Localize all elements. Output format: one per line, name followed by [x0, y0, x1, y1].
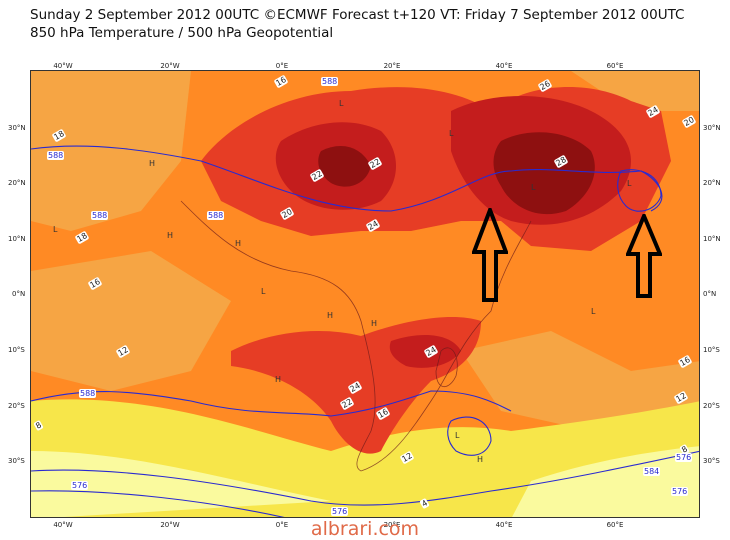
- geopotential-contour-label: 588: [47, 151, 65, 160]
- lon-label-top-20w: 20°W: [160, 62, 180, 70]
- lat-label-left-20n: 20°N: [8, 179, 26, 187]
- africa-west-coast: [180, 200, 376, 472]
- lat-label-left-10s: 10°S: [8, 346, 25, 354]
- up-arrow-right-icon: [626, 214, 662, 298]
- geopotential-contour-label: 576: [671, 487, 689, 496]
- lat-label-left-30n: 30°N: [8, 124, 26, 132]
- lat-label-left-30s: 30°S: [8, 457, 25, 465]
- geopotential-contour-label: 576: [71, 481, 89, 490]
- geopotential-contours: [31, 145, 699, 517]
- lon-label-bottom-60e: 60°E: [606, 521, 624, 529]
- pressure-marker: L: [591, 307, 596, 316]
- pressure-marker: H: [327, 311, 334, 320]
- lon-label-bottom-40w: 40°W: [53, 521, 73, 529]
- lon-label-bottom-20w: 20°W: [160, 521, 180, 529]
- lat-label-left-0n: 0°N: [12, 290, 26, 298]
- contour-570: [31, 490, 285, 517]
- geopotential-contour-label: 588: [321, 77, 339, 86]
- contour-588-south: [31, 390, 512, 417]
- southern-pale-band: [31, 451, 331, 517]
- pressure-marker: H: [235, 239, 242, 248]
- lon-label-top-40e: 40°E: [495, 62, 513, 70]
- north-east-cool-area: [571, 71, 699, 111]
- sahara-extreme-core: [318, 146, 371, 187]
- lat-label-left-20s: 20°S: [8, 402, 25, 410]
- lat-label-right-30n: 30°N: [703, 124, 721, 132]
- pressure-marker: L: [449, 129, 454, 138]
- lon-label-bottom-20e: 20°E: [383, 521, 401, 529]
- pressure-marker: H: [371, 319, 378, 328]
- up-arrow-left-icon: [472, 208, 508, 302]
- pressure-marker: L: [531, 183, 536, 192]
- pressure-marker: L: [339, 99, 344, 108]
- lat-label-right-30s: 30°S: [703, 457, 720, 465]
- lon-label-top-40w: 40°W: [53, 62, 73, 70]
- chart-title-line-2: 850 hPa Temperature / 500 hPa Geopotenti…: [30, 25, 334, 41]
- weather-map: 16 18 18 16 12 8 20 22 22 24 26 28 24 20 24 24 22 16 12 16 1…: [30, 70, 700, 518]
- geopotential-contour-label: 576: [675, 453, 693, 462]
- pressure-marker: H: [477, 455, 484, 464]
- watermark-text: albrari.com: [310, 518, 420, 540]
- geopotential-contour-label: 588: [207, 211, 225, 220]
- south-indian-pale-band: [512, 446, 699, 517]
- contour-low-closed: [447, 416, 492, 456]
- arabia-extreme-core: [493, 132, 595, 215]
- map-canvas: [31, 71, 699, 517]
- lon-label-top-20e: 20°E: [383, 62, 401, 70]
- pressure-marker: L: [455, 431, 460, 440]
- chart-title-line-1: Sunday 2 September 2012 00UTC ©ECMWF For…: [30, 7, 685, 23]
- contour-low-arabian-sea: [617, 169, 662, 212]
- lat-label-right-10s: 10°S: [703, 346, 720, 354]
- pressure-marker: H: [275, 375, 282, 384]
- lat-label-right-20s: 20°S: [703, 402, 720, 410]
- lon-label-top-60e: 60°E: [606, 62, 624, 70]
- geopotential-contour-label: 588: [79, 389, 97, 398]
- pressure-marker: L: [53, 225, 58, 234]
- pressure-marker: L: [627, 179, 632, 188]
- africa-east-coast: [360, 220, 532, 472]
- geopotential-contour-label: 576: [331, 507, 349, 516]
- pressure-marker: H: [149, 159, 156, 168]
- coastlines: [180, 200, 532, 472]
- lat-label-right-20n: 20°N: [703, 179, 721, 187]
- lat-label-right-0n: 0°N: [703, 290, 717, 298]
- lat-label-left-10n: 10°N: [8, 235, 26, 243]
- tropical-atlantic-cool-area: [31, 251, 231, 391]
- geopotential-contour-label: 588: [91, 211, 109, 220]
- pressure-marker: L: [261, 287, 266, 296]
- contour-576: [31, 450, 699, 506]
- pressure-marker: H: [167, 231, 174, 240]
- madagascar: [435, 347, 458, 388]
- north-atlantic-cool-area: [31, 71, 191, 231]
- lon-label-bottom-0e: 0°E: [275, 521, 289, 529]
- geopotential-contour-label: 584: [643, 467, 661, 476]
- lon-label-top-0e: 0°E: [275, 62, 289, 70]
- lat-label-right-10n: 10°N: [703, 235, 721, 243]
- lon-label-bottom-40e: 40°E: [495, 521, 513, 529]
